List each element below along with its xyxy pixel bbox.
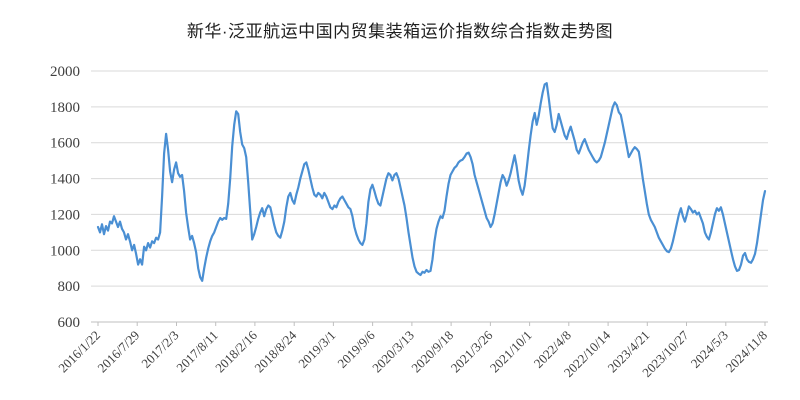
y-axis-label: 1200 <box>50 207 80 223</box>
y-axis-label: 600 <box>58 315 81 331</box>
y-axis-label: 1600 <box>50 136 80 152</box>
y-axis-label: 1400 <box>50 172 80 188</box>
x-axis-label: 2016/1/22 <box>55 328 103 376</box>
x-axis-label: 2017/8/11 <box>173 328 221 376</box>
chart-title: 新华·泛亚航运中国内贸集装箱运价指数综合指数走势图 <box>186 22 614 41</box>
x-axis-label: 2021/10/1 <box>487 328 535 376</box>
x-axis-label: 2016/7/29 <box>94 328 142 376</box>
x-axis-label: 2020/9/18 <box>408 328 456 376</box>
y-axis-label: 1800 <box>50 100 80 116</box>
y-axis-label: 2000 <box>50 64 80 80</box>
composite-index-line <box>96 82 767 282</box>
x-axis-label: 2024/11/8 <box>723 328 771 376</box>
y-axis-label: 1000 <box>50 243 80 259</box>
x-axis-label: 2021/3/26 <box>448 327 496 375</box>
x-axis-label: 2018/8/24 <box>251 327 299 375</box>
y-axis-label: 800 <box>58 279 81 295</box>
x-axis-label: 2020/3/13 <box>369 328 417 376</box>
x-axis-label: 2019/3/1 <box>295 328 338 371</box>
x-axis-label: 2018/2/16 <box>212 327 260 375</box>
